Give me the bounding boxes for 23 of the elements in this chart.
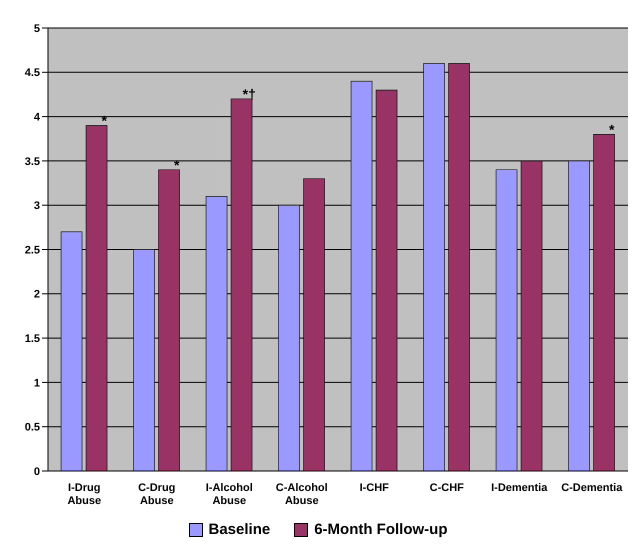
x-tick-label: I-Drug Abuse: [67, 482, 102, 507]
x-tick-label: C-Alcohol Abuse: [276, 482, 328, 507]
legend-label: Baseline: [208, 521, 270, 538]
y-tick-label: 1.5: [24, 333, 40, 346]
y-tick-label: 4.5: [24, 67, 40, 80]
y-tick-label: 4: [34, 112, 41, 124]
y-tick-label: 3.5: [24, 156, 40, 168]
legend-label: 6-Month Follow-up: [314, 521, 448, 538]
x-tick-label: I-Alcohol Abuse: [206, 482, 253, 507]
y-tick-label: 2.5: [24, 244, 40, 256]
x-tick-label: I-CHF: [360, 482, 390, 494]
x-tick-label: I-Dementia: [491, 482, 548, 494]
y-tick-label: 1: [34, 377, 40, 390]
y-tick-label: 0.5: [24, 422, 40, 434]
x-tick-label: C-Drug Abuse: [138, 482, 176, 507]
y-tick-label: 0: [34, 466, 40, 478]
y-tick-label: 2: [34, 288, 40, 301]
annotation: *: [609, 121, 616, 138]
y-tick-label: 3: [34, 200, 40, 212]
y-tick-label: 5: [34, 22, 40, 35]
x-tick-label: C-Dementia: [561, 482, 624, 494]
x-tick-label: C-CHF: [430, 482, 464, 494]
annotation: *†: [242, 86, 256, 102]
